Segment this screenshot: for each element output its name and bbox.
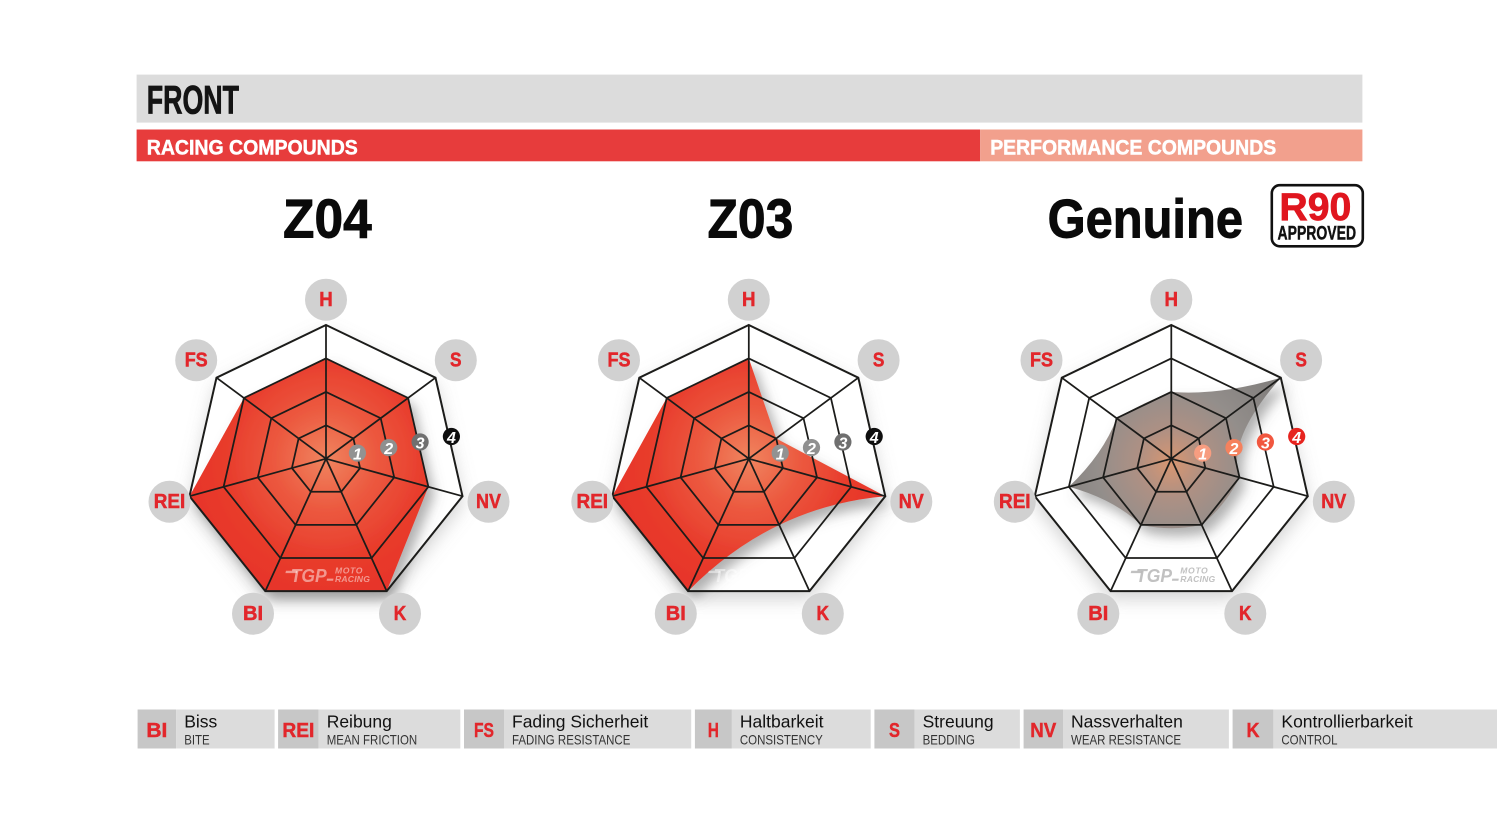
svg-text:Fading Sicherheit: Fading Sicherheit [512,712,648,732]
svg-text:NV: NV [1030,720,1057,742]
svg-text:FS: FS [474,720,494,742]
svg-text:Biss: Biss [184,712,217,732]
svg-text:REI: REI [999,491,1031,513]
svg-text:FS: FS [1030,350,1053,372]
svg-text:MOTO: MOTO [758,565,786,575]
svg-text:3: 3 [416,436,425,453]
svg-text:3: 3 [838,436,847,453]
svg-text:NV: NV [476,491,502,513]
svg-text:Nassverhalten: Nassverhalten [1071,712,1183,732]
svg-text:BI: BI [243,603,263,625]
svg-text:1: 1 [353,447,362,464]
svg-text:Streuung: Streuung [923,712,994,732]
svg-text:H: H [1165,289,1179,311]
svg-text:2: 2 [1229,441,1239,458]
svg-text:K: K [1247,720,1260,742]
svg-text:BI: BI [146,720,167,742]
svg-text:FS: FS [185,350,208,372]
svg-text:Genuine: Genuine [1048,189,1243,250]
svg-text:FADING RESISTANCE: FADING RESISTANCE [512,731,630,747]
svg-text:4: 4 [1291,430,1301,447]
svg-text:Reibung: Reibung [327,712,392,732]
svg-text:2: 2 [383,441,393,458]
svg-text:1: 1 [1198,447,1207,464]
svg-text:S: S [873,350,885,372]
svg-text:APPROVED: APPROVED [1278,222,1357,244]
svg-text:REI: REI [577,491,609,513]
svg-text:MOTO: MOTO [1180,565,1208,575]
svg-text:Z03: Z03 [708,189,794,250]
svg-text:H: H [708,720,719,742]
svg-text:BITE: BITE [184,731,210,747]
svg-text:Haltbarkeit: Haltbarkeit [740,712,824,732]
svg-text:TGP: TGP [291,565,328,586]
svg-text:NV: NV [899,491,925,513]
svg-text:3: 3 [1261,436,1270,453]
svg-text:1: 1 [776,447,785,464]
svg-text:K: K [817,603,830,625]
svg-text:H: H [319,289,333,311]
svg-text:RACING: RACING [335,574,370,584]
svg-text:RACING: RACING [1180,574,1215,584]
svg-text:PERFORMANCE COMPOUNDS: PERFORMANCE COMPOUNDS [990,136,1276,159]
svg-text:TGP: TGP [714,565,751,586]
svg-text:BEDDING: BEDDING [923,731,975,747]
svg-text:CONTROL: CONTROL [1281,731,1337,747]
svg-text:2: 2 [806,441,816,458]
svg-text:REI: REI [282,720,314,742]
svg-text:FRONT: FRONT [147,78,239,122]
svg-text:S: S [450,350,462,372]
svg-text:K: K [394,603,407,625]
svg-text:RACING COMPOUNDS: RACING COMPOUNDS [147,136,358,159]
svg-text:TGP: TGP [1136,565,1173,586]
svg-text:Kontrollierbarkeit: Kontrollierbarkeit [1281,712,1412,732]
svg-text:R90: R90 [1279,186,1351,229]
svg-text:REI: REI [154,491,186,513]
svg-text:FS: FS [608,350,631,372]
svg-text:MOTO: MOTO [335,565,363,575]
svg-text:RACING: RACING [758,574,793,584]
svg-text:H: H [742,289,756,311]
svg-text:MEAN FRICTION: MEAN FRICTION [327,731,418,747]
svg-text:Z04: Z04 [283,189,372,250]
svg-text:4: 4 [446,430,456,447]
svg-text:S: S [889,720,900,742]
svg-text:BI: BI [1088,603,1108,625]
svg-text:CONSISTENCY: CONSISTENCY [740,731,823,747]
svg-text:K: K [1239,603,1252,625]
svg-text:NV: NV [1321,491,1347,513]
svg-text:S: S [1295,350,1307,372]
svg-text:BI: BI [666,603,686,625]
svg-text:WEAR RESISTANCE: WEAR RESISTANCE [1071,731,1181,747]
svg-text:4: 4 [869,430,879,447]
